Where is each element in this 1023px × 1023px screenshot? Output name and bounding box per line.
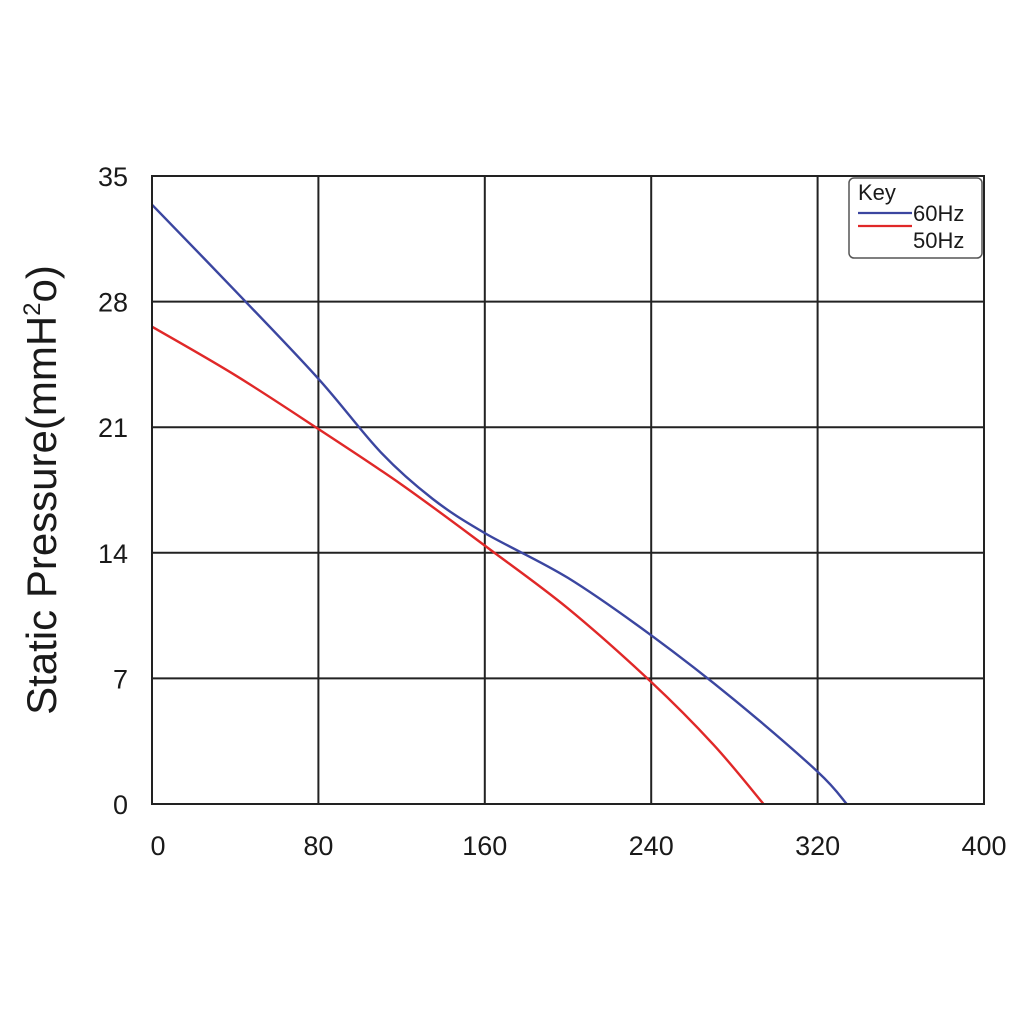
x-tick-label-160: 160: [462, 831, 507, 861]
legend-label-50hz: 50Hz: [913, 228, 964, 253]
y-axis-label-superscript: 2: [19, 302, 46, 315]
y-tick-label-35: 35: [98, 162, 128, 192]
grid: [152, 176, 984, 804]
y-tick-label-7: 7: [113, 664, 128, 694]
series-line-50hz: [151, 325, 765, 805]
series-layer: [151, 203, 848, 805]
x-tick-label-80: 80: [303, 831, 333, 861]
plot-frame: [151, 175, 985, 805]
y-axis-label-tail: o): [18, 265, 65, 302]
series-line-60hz: [151, 203, 848, 805]
legend-label-60hz: 60Hz: [913, 201, 964, 226]
y-axis-label: Static Pressure(mmH2o): [18, 265, 65, 715]
x-axis-ticks: 0 80 160 240 320 400: [150, 831, 1006, 861]
y-tick-label-28: 28: [98, 288, 128, 318]
x-tick-label-0: 0: [150, 831, 165, 861]
x-tick-label-240: 240: [629, 831, 674, 861]
x-tick-label-400: 400: [961, 831, 1006, 861]
y-tick-label-21: 21: [98, 413, 128, 443]
legend-box: [848, 177, 983, 259]
plot-border: [151, 175, 985, 805]
x-tick-label-320: 320: [795, 831, 840, 861]
y-axis-label-main: Static Pressure(mmH: [18, 316, 65, 715]
y-axis-ticks: 0 7 14 21 28 35: [98, 162, 128, 820]
y-tick-label-0: 0: [113, 790, 128, 820]
y-tick-label-14: 14: [98, 539, 128, 569]
legend-title: Key: [858, 180, 896, 205]
legend: Key 60Hz 50Hz: [848, 177, 983, 259]
